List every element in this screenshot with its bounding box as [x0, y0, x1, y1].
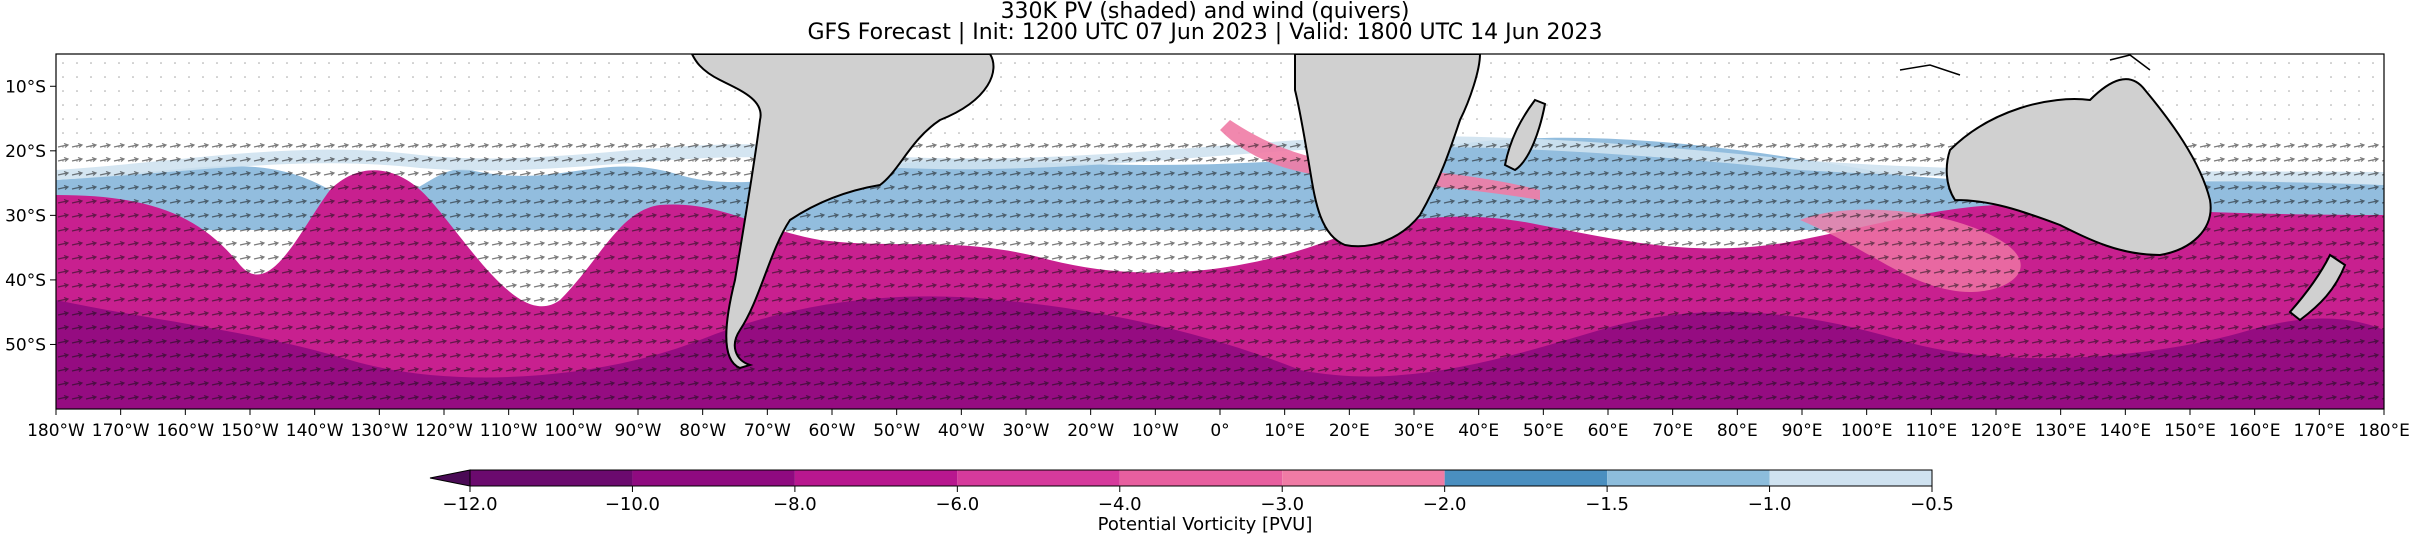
colorbar-tick-label: −6.0 [935, 494, 980, 515]
lon-tick-label: 40°W [938, 421, 985, 441]
lon-tick-label: 140°E [2099, 421, 2151, 441]
latitude-ticks: 10°S 20°S 30°S 40°S 50°S [5, 77, 56, 355]
lon-tick-label: 120°E [1970, 421, 2022, 441]
colorbar-tick-label: −2.0 [1422, 494, 1467, 515]
lon-tick-label: 150°E [2164, 421, 2216, 441]
lon-tick-label: 60°W [809, 421, 856, 441]
lon-tick-label: 40°E [1458, 421, 1499, 441]
lon-tick-label: 90°E [1782, 421, 1823, 441]
colorbar-segment [794, 470, 958, 486]
australia-land [1945, 78, 2212, 257]
colorbar-segment [957, 470, 1120, 486]
lon-tick-label: 50°W [873, 421, 920, 441]
lon-tick-label: 80°W [679, 421, 726, 441]
colorbar-frame [469, 469, 1933, 487]
lat-tick-label: 20°S [5, 142, 46, 162]
colorbar-segment [632, 470, 795, 486]
lon-tick-label: 50°E [1523, 421, 1564, 441]
colorbar-tick-label: −8.0 [773, 494, 817, 515]
lon-tick-label: 170°E [2293, 421, 2345, 441]
lon-tick-label: 110°W [480, 421, 538, 441]
lon-tick-label: 100°E [1841, 421, 1893, 441]
lon-tick-label: 180°E [2358, 421, 2410, 441]
lon-tick-label: 140°W [286, 421, 344, 441]
colorbar-tick-label: −1.0 [1747, 494, 1792, 515]
lon-tick-label: 20°W [1067, 421, 1114, 441]
lon-tick-label: 180°W [27, 421, 85, 441]
figure-title-line-1: 330K PV (shaded) and wind (quivers) [1000, 0, 1410, 24]
africa-land [1294, 54, 1482, 248]
lat-tick-label: 40°S [5, 271, 46, 291]
colorbar-extend-triangle [429, 469, 471, 487]
colorbar-tick-label: −10.0 [604, 494, 661, 515]
colorbar-tick-label: −12.0 [442, 494, 498, 515]
figure-title-line-2: GFS Forecast | Init: 1200 UTC 07 Jun 202… [807, 20, 1603, 45]
colorbar-tick-label: −4.0 [1097, 494, 1142, 515]
lon-tick-label: 170°W [92, 421, 150, 441]
colorbar-segment [1769, 470, 1932, 486]
lat-tick-label: 10°S [5, 77, 46, 97]
colorbar-tick-label: −1.5 [1585, 494, 1629, 515]
longitude-ticks: 180°W 170°W 160°W 150°W 140°W 130°W 120°W 110°W… [27, 409, 2410, 441]
colorbar-segment [1282, 470, 1445, 486]
lon-tick-label: 10°E [1264, 421, 1305, 441]
lat-tick-label: 50°S [5, 335, 46, 355]
lon-tick-label: 150°W [221, 421, 279, 441]
lon-tick-label: 160°E [2229, 421, 2281, 441]
colorbar-title: Potential Vorticity [PVU] [1097, 514, 1313, 535]
antarctic-peninsula-hint [1899, 54, 2151, 76]
colorbar-tick-label: −3.0 [1260, 494, 1305, 515]
lon-tick-label: 30°W [1003, 421, 1050, 441]
colorbar-tick-label: −0.5 [1910, 494, 1954, 515]
lon-tick-label: 130°E [2035, 421, 2087, 441]
lon-tick-label: 30°E [1394, 421, 1435, 441]
colorbar-segment [1119, 470, 1283, 486]
colorbar-segment [470, 470, 633, 486]
lon-tick-label: 130°W [350, 421, 408, 441]
lon-tick-label: 10°W [1132, 421, 1179, 441]
lon-tick-label: 160°W [156, 421, 214, 441]
lon-tick-label: 90°W [615, 421, 662, 441]
lon-tick-label: 80°E [1717, 421, 1758, 441]
lon-tick-label: 70°W [744, 421, 791, 441]
lat-tick-label: 30°S [5, 206, 46, 226]
lon-tick-label: 20°E [1329, 421, 1370, 441]
colorbar-segment [1444, 470, 1608, 486]
lon-tick-label: 110°E [1905, 421, 1957, 441]
lon-tick-label: 60°E [1588, 421, 1629, 441]
madagascar-land [1503, 98, 1547, 172]
lon-tick-label: 100°W [544, 421, 602, 441]
lon-tick-label: 0° [1210, 421, 1229, 441]
new-zealand-land [2288, 253, 2347, 322]
lon-tick-label: 70°E [1652, 421, 1693, 441]
map-plot-area [56, 54, 2384, 409]
colorbar-segment [1607, 470, 1770, 486]
lon-tick-label: 120°W [415, 421, 473, 441]
south-america-land [690, 54, 995, 370]
